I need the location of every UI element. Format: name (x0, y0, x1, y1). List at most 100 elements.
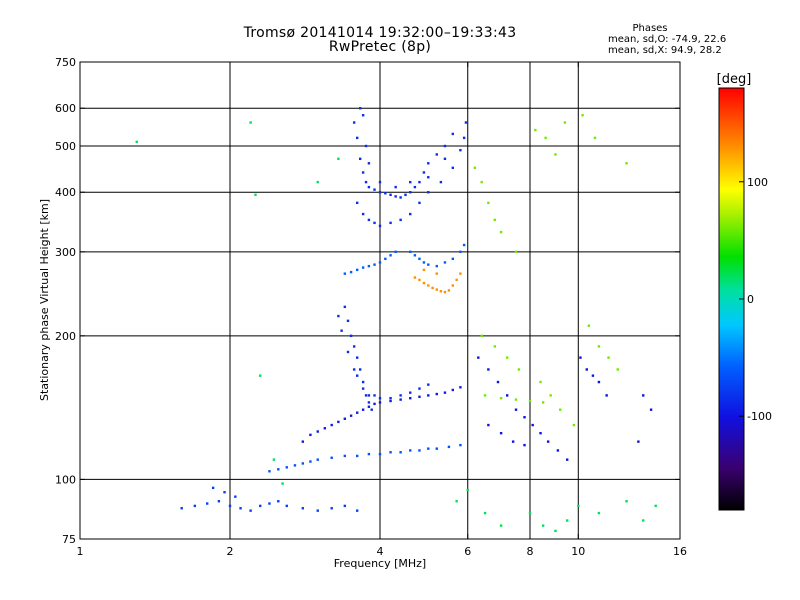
data-point (355, 268, 359, 272)
data-point (343, 272, 347, 275)
data-point (422, 171, 426, 174)
data-point (399, 218, 402, 222)
data-point (577, 504, 580, 508)
data-point (459, 250, 462, 254)
data-point (352, 121, 356, 124)
data-point (427, 447, 430, 450)
data-point (340, 329, 343, 332)
x-tick-label: 2 (227, 545, 234, 558)
data-point (330, 456, 333, 459)
data-point (565, 519, 569, 522)
data-point (517, 368, 521, 371)
data-point (546, 440, 550, 443)
x-tick-label: 10 (571, 545, 585, 558)
data-point (409, 449, 412, 452)
data-point (323, 427, 327, 430)
data-point (254, 193, 257, 197)
data-point (422, 261, 426, 264)
data-point (642, 394, 645, 397)
data-point (361, 266, 365, 269)
data-point (591, 374, 595, 377)
data-point (361, 387, 365, 390)
data-point (435, 392, 438, 396)
data-point (367, 264, 371, 268)
data-point (505, 356, 509, 359)
data-point (316, 180, 319, 184)
data-point (541, 524, 545, 527)
data-point (597, 345, 601, 348)
data-point (277, 468, 280, 471)
data-point (447, 445, 451, 449)
data-point (605, 394, 608, 397)
x-tick-label: 6 (464, 545, 471, 558)
data-point (361, 380, 365, 384)
data-point (539, 380, 542, 384)
data-point (625, 500, 628, 503)
data-point (394, 250, 397, 254)
colorbar-ticks: 100 0 -100 (739, 176, 772, 423)
data-point (409, 212, 412, 216)
data-point (455, 500, 458, 503)
data-point (483, 511, 487, 515)
chart-subtitle: RwPretec (8p) (328, 39, 432, 55)
phases-header: Phases (632, 23, 668, 34)
data-point (413, 254, 417, 257)
data-point (637, 440, 640, 443)
data-point (480, 334, 483, 338)
data-point (409, 250, 412, 254)
data-point (418, 278, 421, 282)
data-point (477, 356, 480, 359)
data-point (514, 398, 518, 401)
data-point (418, 180, 421, 184)
data-point (268, 470, 271, 473)
data-point (281, 482, 284, 485)
data-points (135, 107, 657, 533)
y-axis-label: Stationary phase Virtual Height [km] (38, 199, 51, 401)
colorbar-tick-label: 100 (747, 176, 768, 189)
data-point (211, 486, 215, 490)
phases-o-stats: mean, sd,O: -74.9, 22.6 (608, 34, 727, 45)
data-point (367, 218, 371, 222)
data-point (539, 431, 542, 435)
data-point (394, 195, 397, 198)
data-point (451, 166, 455, 170)
data-point (514, 408, 518, 411)
data-point (285, 466, 288, 469)
data-point (493, 345, 497, 348)
data-point (378, 401, 382, 404)
data-point (239, 507, 242, 510)
data-point (418, 395, 421, 398)
data-point (349, 334, 353, 338)
data-point (451, 284, 455, 287)
data-point (364, 144, 368, 148)
y-tick-label: 300 (55, 246, 76, 259)
data-point (343, 305, 347, 309)
data-point (316, 509, 319, 512)
data-point (413, 276, 417, 279)
data-point (343, 504, 347, 508)
data-point (443, 144, 447, 148)
data-point (378, 191, 382, 194)
data-point (343, 417, 347, 420)
data-point (378, 224, 382, 228)
data-point (483, 394, 487, 397)
data-point (370, 408, 373, 411)
data-point (642, 519, 645, 522)
data-point (455, 278, 458, 282)
data-point (409, 391, 412, 394)
data-point (443, 290, 447, 294)
data-point (443, 391, 447, 394)
data-point (409, 396, 412, 400)
data-point (431, 286, 434, 290)
data-point (462, 136, 466, 140)
data-point (337, 157, 340, 161)
data-point (389, 451, 392, 454)
data-point (361, 212, 365, 216)
y-tick-label: 600 (55, 102, 76, 115)
data-point (427, 176, 430, 179)
data-point (384, 257, 387, 261)
data-point (427, 162, 430, 165)
x-tick-label: 1 (77, 545, 84, 558)
colorbar-tick-label: 0 (747, 293, 754, 306)
data-point (367, 394, 371, 397)
